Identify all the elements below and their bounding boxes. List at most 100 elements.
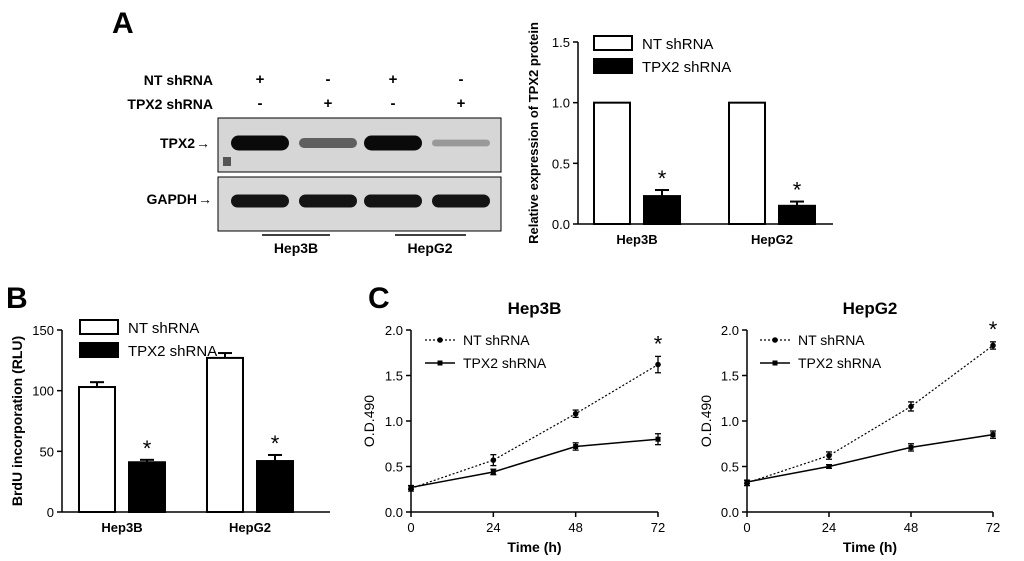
chart-c2-xtick-label: 24 [822,520,836,535]
chart-c1-xtick-label: 72 [651,520,665,535]
chart-a-ytick-label: 0.0 [552,217,570,232]
chart-c1-ytick-label: 0.0 [385,505,403,520]
chart-c2-legend-marker [772,337,778,343]
chart-a-legend-swatch [593,35,633,51]
blot-gapdh-band-label: GAPDH [146,191,197,207]
chart-c1-title: Hep3B [508,299,562,318]
chart-c2-data-point [826,452,832,459]
chart-c2-legend-label: TPX2 shRNA [798,355,882,371]
chart-c2-legend-marker [772,360,778,366]
chart-b-legend-label: TPX2 shRNA [128,343,217,360]
chart-c1-legend-marker [437,360,443,366]
chart-c1-x-axis-label: Time (h) [507,539,561,555]
chart-c1-data-point [655,361,661,368]
chart-a-legend-swatch [593,58,633,74]
chart-c1-xtick-label: 0 [407,520,414,535]
chart-c1-legend-label: TPX2 shRNA [463,355,547,371]
chart-c2-data-point [908,444,914,450]
chart-b-ytick-label: 150 [32,323,54,338]
chart-b-significance-mark: * [143,436,152,461]
chart-b-brdu-incorporation: 0 50 100 150 BrdU incorporation (RLU) Hep3B * H… [9,319,330,535]
chart-a-significance-mark: * [658,166,667,191]
chart-c1-legend-marker [437,337,443,343]
chart-c2-ytick-label: 0.5 [721,460,739,475]
chart-b-significance-mark: * [271,431,280,456]
chart-c1-data-point [490,457,497,463]
chart-c1-ytick-label: 1.0 [385,414,403,429]
chart-b-bar [206,356,244,514]
chart-c2-data-point [744,479,750,485]
blot-gapdh-band-1 [231,194,289,208]
chart-c2-legend-label: NT shRNA [798,332,865,348]
chart-c1-data-point [572,410,579,417]
chart-c1-ytick-label: 0.5 [385,460,403,475]
chart-c2-x-axis-label: Time (h) [843,539,897,555]
blot-gapdh-band-3 [364,194,422,208]
blot-gapdh-arrow: → [198,191,212,207]
western-blot: NT shRNA TPX2 shRNA TPX2 → GAPDH → Hep3B… [127,71,502,256]
chart-a-bar [778,204,816,226]
blot-tpx2-arrow: → [196,135,210,151]
chart-c2-data-point [826,464,832,469]
blot-lane-1-nt-sign: + [256,71,265,88]
chart-b-ytick-label: 50 [40,444,54,459]
blot-lane-3-nt-sign: + [389,71,398,88]
blot-tpx2-shrna-label: TPX2 shRNA [127,96,213,112]
chart-c2-xtick-label: 48 [904,520,918,535]
blot-lane-1-tpx2-sign: - [258,95,263,112]
chart-c2-ytick-label: 1.0 [721,414,739,429]
chart-b-ytick-label: 100 [32,384,54,399]
chart-c-hepg2-growth: 0.0 0.5 1.0 1.5 2.0 0 24 48 72 O.D.490 Time (h) Hep… [698,299,1000,555]
chart-c2-ytick-label: 2.0 [721,323,739,338]
panel-letter-b: B [6,282,28,315]
chart-a-ytick-label: 1.0 [552,96,570,111]
chart-c1-data-point [655,436,661,442]
blot-gapdh-band-4 [432,194,490,208]
blot-tpx2-band-4 [432,139,490,147]
panel-letter-a: A [112,7,134,40]
chart-c2-ytick-label: 0.0 [721,505,739,520]
chart-a-legend-label: NT shRNA [642,36,713,53]
chart-a-tpx2-expression: 0.0 0.5 1.0 1.5 Relative expression of TPX2 … [526,22,833,247]
chart-c1-data-point [490,469,496,475]
chart-c2-title: HepG2 [843,299,898,318]
chart-c1-legend-label: NT shRNA [463,332,530,348]
chart-c2-y-axis-label: O.D.490 [698,395,714,447]
blot-lane-2-nt-sign: - [326,71,331,88]
chart-c1-data-point [408,484,414,490]
chart-b-legend-label: NT shRNA [128,320,199,337]
chart-c2-data-point [990,432,996,438]
chart-c1-significance-mark: * [654,331,663,356]
chart-c2-xtick-label: 72 [986,520,1000,535]
blot-membrane-mark [223,157,231,166]
chart-a-category-label: Hep3B [616,232,657,247]
chart-c2-xtick-label: 0 [743,520,750,535]
chart-b-y-axis-label: BrdU incorporation (RLU) [9,336,25,506]
blot-lane-4-nt-sign: - [459,71,464,88]
chart-c1-ytick-label: 2.0 [385,323,403,338]
chart-c1-y-axis-label: O.D.490 [361,395,377,447]
chart-c2-series-line [746,433,994,483]
chart-a-ytick-label: 1.5 [552,35,570,50]
chart-a-significance-mark: * [793,178,802,203]
blot-lane-4-tpx2-sign: + [457,95,466,112]
chart-a-bar [593,101,631,225]
chart-b-bar [256,460,294,514]
chart-b-legend-swatch [79,319,119,335]
chart-a-bar [643,195,681,226]
blot-tpx2-band-1 [231,135,289,151]
chart-c1-xtick-label: 24 [486,520,500,535]
blot-lane-3-tpx2-sign: - [391,95,396,112]
chart-b-bar [128,461,166,513]
chart-c1-xtick-label: 48 [568,520,582,535]
chart-c1-series-line [410,438,659,489]
blot-tpx2-band-2 [299,137,357,149]
chart-c2-significance-mark: * [989,317,998,342]
chart-c-hep3b-growth: 0.0 0.5 1.0 1.5 2.0 0 24 48 72 O.D.490 Time (h) Hep… [361,299,665,555]
chart-c1-data-point [573,443,579,449]
chart-a-legend-label: TPX2 shRNA [642,59,731,76]
blot-gapdh-band-2 [299,194,357,208]
chart-b-category-label: Hep3B [101,520,142,535]
chart-c2-ytick-label: 1.5 [721,369,739,384]
